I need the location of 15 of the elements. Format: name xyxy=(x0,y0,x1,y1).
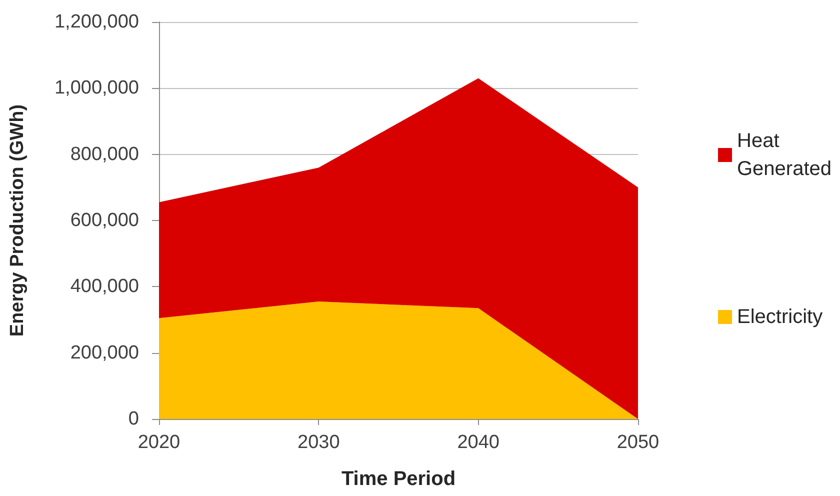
y-tick-label: 0 xyxy=(128,408,139,430)
x-tick-label: 2040 xyxy=(457,432,500,453)
legend-label: Electricity xyxy=(737,306,823,328)
x-tick-label: 2030 xyxy=(298,432,340,453)
y-tick-label: 600,000 xyxy=(70,210,139,231)
y-tick-label: 200,000 xyxy=(70,342,139,364)
y-tick-label: 1,000,000 xyxy=(54,78,139,99)
legend-label: Heat Generated xyxy=(737,130,832,180)
x-tick-label: 2020 xyxy=(138,432,180,453)
y-axis-title: Energy Production (GWh) xyxy=(7,104,28,337)
x-tick-label: 2050 xyxy=(616,432,660,453)
y-tick-label: 1,200,000 xyxy=(54,12,139,32)
y-tick-label: 400,000 xyxy=(70,276,139,298)
x-axis-title: Time Period xyxy=(341,468,456,490)
y-tick-label: 800,000 xyxy=(70,144,139,165)
